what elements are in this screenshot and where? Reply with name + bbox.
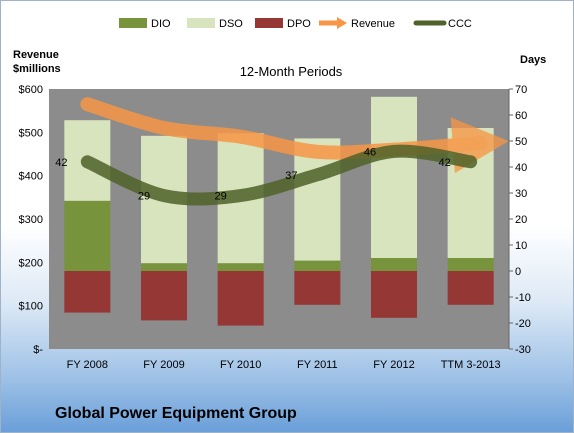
legend-label: DSO	[219, 18, 243, 30]
dio-bar	[217, 263, 264, 271]
dpo-bar	[64, 271, 111, 313]
y-left-tick-label: $300	[19, 214, 43, 226]
ccc-line	[80, 144, 478, 206]
company-name: Global Power Equipment Group	[55, 405, 297, 422]
x-tick-label: FY 2008	[67, 359, 108, 371]
legend-dpo-swatch	[255, 18, 283, 28]
y-right-tick-label: 0	[515, 266, 521, 278]
x-tick-label: FY 2009	[143, 359, 184, 371]
dpo-bar	[141, 271, 187, 321]
y-left-tick-label: $100	[19, 301, 43, 313]
y-right-tick-label: 10	[515, 240, 527, 252]
y-right-tick-label: 60	[515, 110, 527, 122]
y-right-tick-label: 50	[515, 136, 527, 148]
ccc-data-label: 42	[55, 157, 67, 169]
ccc-data-label: 46	[364, 146, 376, 158]
y-right-tick-label: -10	[515, 292, 531, 304]
dpo-bar	[294, 271, 341, 305]
dio-bar	[64, 200, 111, 271]
y-right-tick-label: 20	[515, 214, 527, 226]
lines: 42 29 29 37 46 42	[55, 97, 509, 206]
legend-dio-swatch	[119, 18, 147, 28]
legend-label: CCC	[448, 18, 472, 30]
y-right-tick-label: -30	[515, 344, 531, 356]
y-right-tick-label: 30	[515, 188, 527, 200]
ccc-data-label: 29	[215, 191, 227, 203]
dso-bar	[371, 96, 417, 258]
y-left-label-line1: Revenue	[13, 49, 59, 61]
y-left-tick-label: $600	[19, 84, 43, 96]
y-left-tick-label: $-	[33, 344, 43, 356]
ccc-data-label: 37	[285, 170, 297, 182]
x-tick-label: FY 2011	[297, 359, 338, 371]
x-axis: FY 2008 FY 2009 FY 2010 FY 2011 FY 2012 TTM 3…	[67, 359, 501, 371]
dpo-bar	[217, 271, 264, 326]
y-left-tick-label: $400	[19, 171, 43, 183]
dio-bar	[371, 258, 417, 271]
chart-title: 12-Month Periods	[240, 64, 343, 79]
x-tick-label: FY 2010	[220, 359, 261, 371]
y-left-label-line2: $millions	[13, 63, 61, 75]
y-right-tick-label: 40	[515, 162, 527, 174]
dpo-bar	[447, 271, 494, 305]
plot-area	[49, 89, 509, 349]
y-right-tick-label: 70	[515, 84, 527, 96]
y-left-axis: $- $100 $200 $300 $400 $500 $600	[19, 84, 44, 356]
dio-bar	[447, 258, 494, 271]
dio-bar	[141, 263, 187, 271]
legend-dso-swatch	[187, 18, 215, 28]
legend-label: DIO	[151, 18, 171, 30]
x-tick-label: FY 2012	[373, 359, 414, 371]
dio-bar	[294, 260, 341, 271]
y-left-tick-label: $200	[19, 257, 43, 269]
y-left-tick-label: $500	[19, 127, 43, 139]
legend-label: Revenue	[351, 18, 395, 30]
legend-label: DPO	[287, 18, 311, 30]
dpo-bar	[371, 271, 417, 318]
ccc-data-label: 42	[439, 157, 451, 169]
legend: DIO DSO DPO Revenue CCC	[119, 17, 472, 30]
y-right-label: Days	[520, 54, 546, 66]
y-right-tick-label: -20	[515, 318, 531, 330]
legend-revenue-arrowhead	[337, 17, 347, 29]
ccc-data-label: 29	[138, 191, 150, 203]
x-tick-label: TTM 3-2013	[441, 359, 501, 371]
y-right-axis: -30 -20 -10 0 10 20 30 40 50 60 70	[508, 84, 531, 356]
